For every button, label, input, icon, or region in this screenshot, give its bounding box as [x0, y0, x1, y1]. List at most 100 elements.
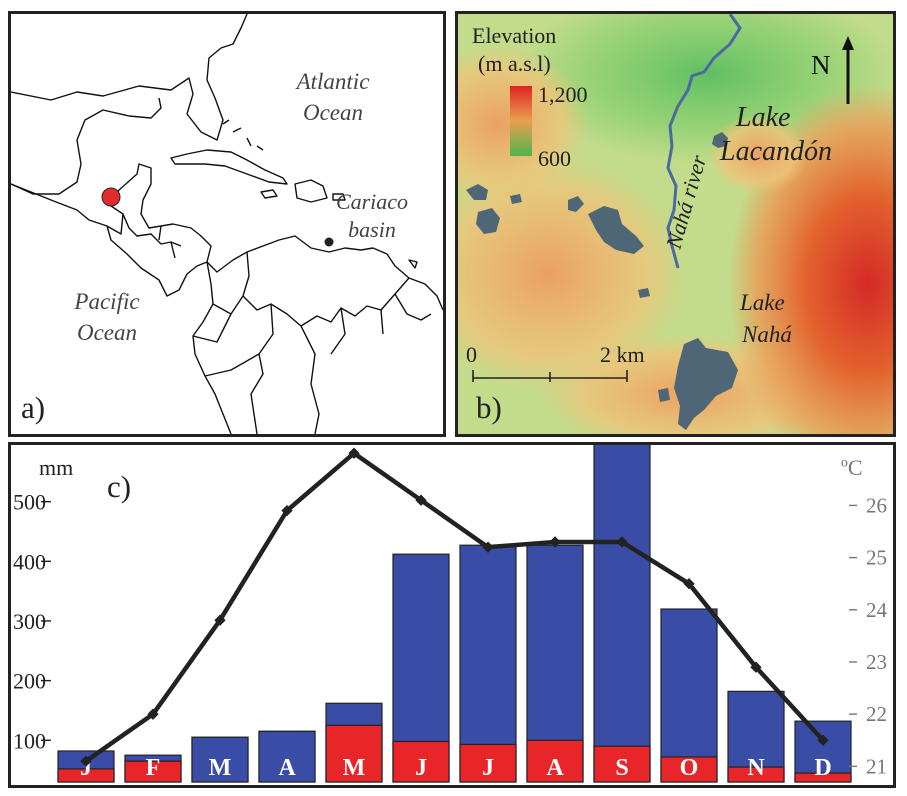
atlantic-label-line2: Ocean: [302, 100, 364, 125]
panel-a-letter: a): [21, 390, 46, 425]
cuba: [170, 149, 288, 185]
cariaco-label-line2: basin: [348, 217, 396, 242]
north-arrow-head: [842, 36, 854, 50]
month-label-8: S: [615, 755, 628, 781]
lake-naha-small: [658, 388, 670, 402]
month-label-2: M: [209, 755, 232, 781]
rain-bar-total-11: [794, 720, 852, 783]
rain-bar-dry-11: [794, 772, 852, 783]
panel-b-letter: b): [476, 390, 502, 425]
month-label-11: D: [814, 755, 831, 781]
elevation-legend-max: 1,200: [538, 82, 588, 107]
hispaniola: [294, 179, 328, 203]
lake-small-1: [466, 184, 488, 200]
month-label-6: J: [482, 755, 494, 781]
temperature-line: [84, 450, 825, 763]
y-right-tick-label-2: 23: [866, 650, 887, 674]
border-lines-central-america: [122, 213, 182, 259]
temperature-point-11: [817, 734, 829, 746]
y-right-tick-label-1: 22: [866, 702, 887, 726]
regional-map: [11, 14, 443, 434]
y-axis-label-mm: mm: [39, 455, 73, 480]
rain-bar-dry-8: [593, 745, 651, 783]
rain-bar-dry-10: [727, 766, 785, 783]
rain-bar-dry-5: [392, 740, 450, 783]
cariaco-basin-marker: [324, 237, 334, 247]
y-tick-label-0: 100: [13, 728, 46, 753]
y-right-tick-label-5: 26: [866, 493, 887, 517]
y-tick-label-2: 300: [13, 609, 46, 634]
coastline-south-america: [206, 235, 443, 311]
axis-layer: 100 200 300 400 500 21 22 23 24 25 26: [13, 490, 888, 779]
elevation-legend-min: 600: [538, 146, 571, 171]
coastline-pacific-south-america: [192, 261, 232, 434]
coastline-north-america: [11, 14, 248, 141]
y-right-tick-label-4: 25: [866, 546, 887, 570]
rain-bar-dry-3: [258, 730, 316, 783]
y-right-tick-label-3: 24: [866, 598, 888, 622]
rain-bar-dry-7: [526, 739, 584, 783]
temperature-point-10: [750, 661, 762, 673]
bahamas: [222, 119, 264, 151]
scale-bar-end: 2 km: [600, 342, 645, 367]
rain-bar-total-6: [459, 544, 517, 783]
y-tick-label-1: 200: [13, 669, 46, 694]
border-lines-south-america: [192, 251, 432, 434]
elevation-legend-title-1: Elevation: [472, 23, 556, 48]
temperature-point-2: [214, 614, 226, 626]
panel-a-regional-map: Atlantic Ocean Pacific Ocean Cariaco bas…: [8, 11, 446, 437]
month-label-5: J: [415, 755, 427, 781]
rain-bar-dry-1: [124, 760, 182, 783]
panel-c-letter: c): [107, 469, 131, 504]
rain-bar-dry-6: [459, 743, 517, 783]
coastline-mexico: [11, 97, 162, 195]
pacific-label-line1: Pacific: [74, 289, 140, 314]
lake-lacandon: [712, 132, 728, 148]
north-label: N: [811, 50, 831, 80]
scale-bar-start: 0: [466, 342, 477, 367]
pacific-ocean-label: Pacific Ocean: [51, 286, 163, 348]
month-label-10: N: [747, 755, 765, 781]
jamaica: [260, 189, 278, 199]
lake-naha-label-2: Nahá: [741, 322, 792, 347]
lake-naha-label-1: Lake: [739, 290, 785, 315]
month-label-9: O: [680, 755, 699, 781]
pacific-label-line2: Ocean: [76, 320, 138, 345]
scale-bar: [472, 370, 628, 382]
rain-bar-dry-0: [57, 768, 115, 783]
lake-small-3: [510, 194, 522, 204]
month-label-1: F: [146, 755, 161, 781]
lake-naha: [674, 338, 738, 430]
rain-bar-dry-4: [325, 724, 383, 783]
lake-west-large: [588, 206, 644, 254]
puerto-rico: [332, 193, 346, 201]
y-axis-label-celsius: ºC: [841, 455, 863, 480]
cariaco-label-line1: Cariaco: [335, 189, 409, 214]
atlantic-label-line1: Atlantic: [296, 69, 370, 94]
lake-small-4: [568, 196, 584, 212]
elevation-legend-title-2: (m a.s.l): [478, 51, 551, 76]
trinidad: [408, 259, 418, 269]
rain-bar-total-9: [660, 608, 718, 783]
lake-lacandon-label-2: Lacandón: [719, 136, 832, 167]
cariaco-basin-label: Cariaco basin: [317, 188, 427, 244]
rain-bar-dry-2: [191, 736, 249, 783]
lake-tiny: [638, 288, 650, 298]
y-tick-label-3: 400: [13, 549, 46, 574]
month-label-7: A: [546, 755, 564, 781]
month-label-3: A: [278, 755, 296, 781]
elevation-legend-bar: [510, 86, 532, 156]
study-site-marker: [101, 187, 121, 207]
coastline-yucatan: [11, 163, 162, 235]
lake-lacandon-label-1: Lake: [735, 102, 790, 133]
temperature-point-1: [147, 708, 159, 720]
naha-river: [666, 14, 742, 269]
rain-bar-total-8: [593, 445, 651, 783]
coastline-central-america: [106, 223, 212, 297]
month-label-4: M: [343, 755, 366, 781]
y-tick-label-4: 500: [13, 490, 46, 515]
elevation-map: Elevation (m a.s.l) 1,200 600 N Nahá riv…: [458, 14, 893, 434]
